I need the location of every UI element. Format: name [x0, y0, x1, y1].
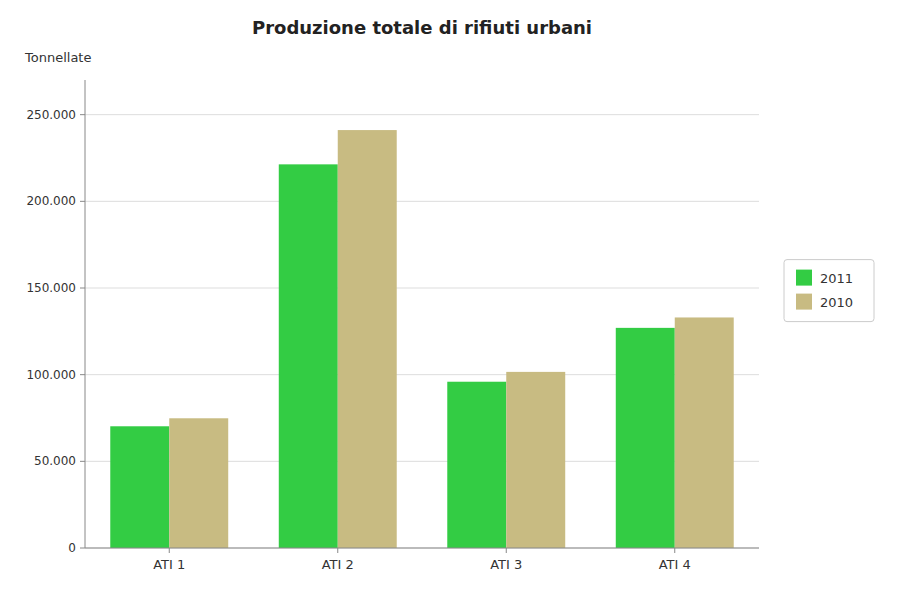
grid-line [85, 288, 759, 289]
x-tick [674, 548, 675, 553]
legend-swatch [796, 294, 812, 310]
y-grid [85, 115, 759, 548]
x-tick [506, 548, 507, 553]
y-tick-label: 100.000 [26, 368, 76, 382]
y-tick [80, 374, 85, 375]
chart-container: Produzione totale di rifiuti urbani Tonne… [0, 0, 899, 593]
bar [506, 372, 565, 548]
bar [447, 382, 506, 548]
bars [110, 130, 733, 548]
x-tick-label: ATI 4 [659, 557, 691, 572]
x-axis-line [85, 548, 759, 549]
x-tick [337, 548, 338, 553]
y-tick-label: 200.000 [26, 194, 76, 208]
y-tick [80, 201, 85, 202]
y-tick [80, 114, 85, 115]
bar [338, 130, 397, 548]
x-tick-label: ATI 3 [490, 557, 522, 572]
bar [616, 328, 675, 548]
grid-line [85, 201, 759, 202]
legend: 2011 2010 [784, 260, 874, 322]
grid-line [85, 114, 759, 115]
legend-swatch [796, 270, 812, 286]
y-axis-label: Tonnellate [24, 50, 91, 65]
legend-label: 2010 [820, 295, 853, 310]
legend-label: 2011 [820, 271, 853, 286]
chart-svg: Produzione totale di rifiuti urbani Tonne… [0, 0, 899, 593]
chart-title: Produzione totale di rifiuti urbani [252, 17, 592, 38]
bar [675, 317, 734, 548]
y-tick-label: 250.000 [26, 108, 76, 122]
y-tick-label: 150.000 [26, 281, 76, 295]
y-tick-label: 50.000 [34, 454, 76, 468]
y-tick [80, 548, 85, 549]
y-tick-label: 0 [68, 541, 76, 555]
y-axis-line [85, 80, 86, 548]
grid-line [85, 548, 759, 549]
bar [110, 426, 169, 548]
bar [169, 418, 228, 548]
bar [279, 164, 338, 548]
y-tick [80, 288, 85, 289]
legend-frame [784, 260, 874, 322]
x-tick-label: ATI 2 [322, 557, 354, 572]
y-tick [80, 461, 85, 462]
x-tick [169, 548, 170, 553]
x-tick-label: ATI 1 [153, 557, 185, 572]
